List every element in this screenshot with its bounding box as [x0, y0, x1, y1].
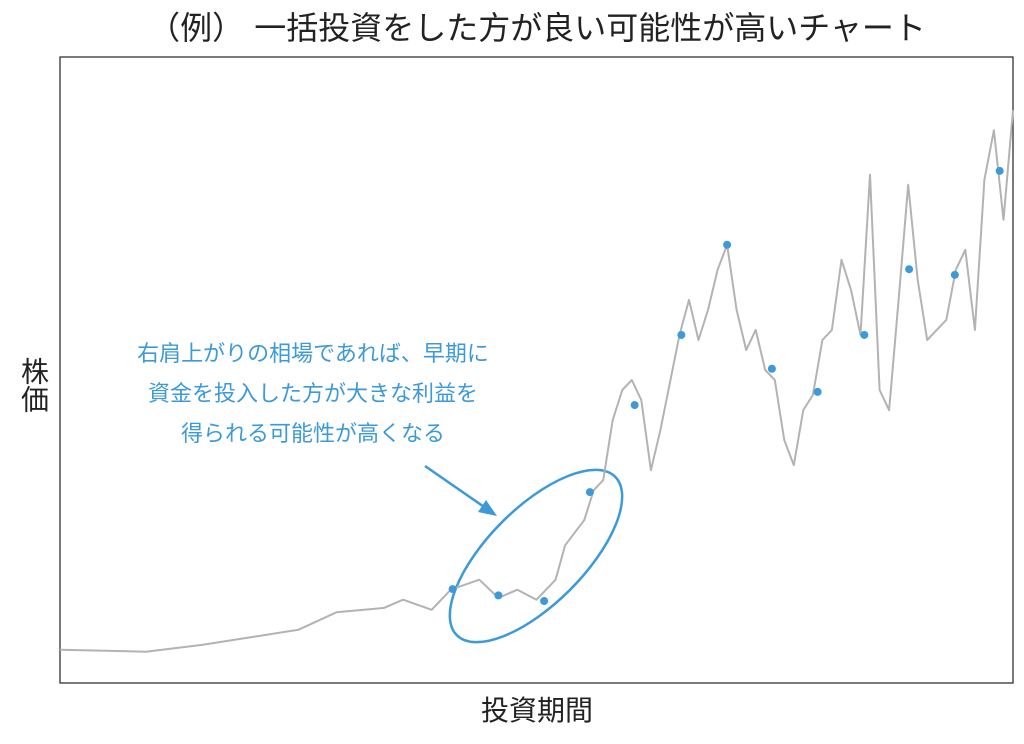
x-axis-label: 投資期間 — [481, 694, 593, 727]
data-point — [995, 166, 1004, 175]
annotation: 右肩上がりの相場であれば、早期に資金を投入した方が大きな利益を得られる可能性が高… — [137, 342, 489, 447]
annotation-line: 資金を投入した方が大きな利益を — [148, 382, 478, 407]
annotation-line: 右肩上がりの相場であれば、早期に — [137, 342, 489, 367]
data-point — [494, 591, 503, 600]
data-point — [540, 596, 549, 605]
price-line — [59, 110, 1014, 653]
data-point — [723, 240, 732, 249]
y-axis-label: 株価 — [17, 357, 50, 413]
data-point — [905, 265, 914, 274]
data-point — [813, 387, 822, 396]
arrow-line — [424, 464, 491, 513]
data-point — [860, 330, 869, 339]
arrow-head — [478, 500, 497, 516]
data-point — [767, 364, 776, 373]
plot-frame — [59, 56, 1014, 684]
chart-title: （例） 一括投資をした方が良い可能性が高いチャート — [148, 9, 926, 47]
data-point — [448, 585, 457, 594]
data-point — [950, 270, 959, 279]
data-point — [677, 330, 686, 339]
data-point — [630, 401, 639, 410]
highlight-ellipse — [448, 468, 624, 644]
annotation-line: 得られる可能性が高くなる — [181, 422, 445, 447]
data-point — [585, 488, 594, 497]
